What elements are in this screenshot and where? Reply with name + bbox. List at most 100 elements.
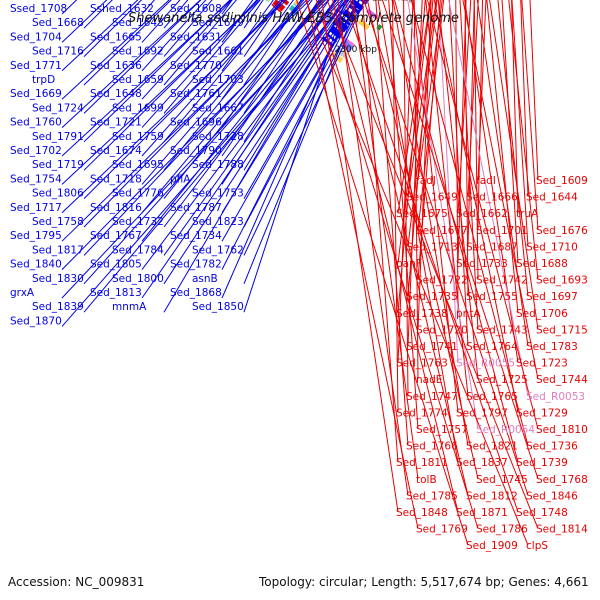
forward-connector	[163, 0, 284, 143]
forward-connector	[83, 0, 340, 285]
forward-connector	[61, 0, 330, 270]
reverse-gene-label: Sed_1720	[416, 324, 468, 336]
reverse-gene-label: Sed_1687	[466, 241, 518, 253]
forward-connector	[141, 0, 282, 157]
forward-gene-label: Sed_1703	[192, 74, 244, 86]
reverse-gene-label: Sed_1763	[396, 358, 448, 370]
forward-connector	[163, 0, 349, 313]
reverse-connector	[477, 0, 487, 181]
reverse-connector	[417, 0, 441, 280]
forward-gene-label: Sed_1696	[170, 117, 222, 129]
reverse-connector	[403, 0, 409, 396]
reverse-gene-label: Sed_1871	[456, 507, 508, 519]
forward-gene-label: Ssed_1708	[10, 3, 67, 15]
accession-text: Accession: NC_009831	[8, 575, 144, 589]
reverse-gene-label: Sed_1812	[466, 490, 518, 502]
reverse-gene-label: Sed_1710	[526, 241, 578, 253]
reverse-connector	[315, 0, 479, 529]
reverse-gene-label: Sed_1609	[536, 175, 588, 187]
forward-connector	[163, 0, 261, 114]
forward-gene-label: Sed_1784	[112, 244, 164, 256]
reverse-gene-label: Sed_1675	[396, 208, 448, 220]
forward-connector	[243, 0, 349, 171]
reverse-gene-label: Sed_1909	[466, 540, 518, 552]
forward-gene-label: Sed_1760	[10, 117, 62, 129]
forward-gene-label: Sed_1868	[170, 287, 222, 299]
reverse-connector	[306, 0, 419, 529]
forward-gene-label: Sed_1776	[112, 188, 164, 200]
forward-connector	[141, 0, 258, 128]
reverse-gene-label: nadE	[416, 374, 442, 386]
forward-gene-label: Sed_1800	[112, 273, 164, 285]
reverse-gene-label: fadI	[476, 175, 496, 187]
reverse-connector	[508, 0, 539, 280]
reverse-gene-label: Sed_1783	[526, 341, 578, 353]
reverse-connector	[363, 0, 529, 496]
reverse-connector	[407, 0, 479, 430]
forward-gene-label: Sed_1724	[32, 102, 84, 114]
reverse-gene-label: Sed_1688	[516, 258, 568, 270]
forward-gene-label: Sed_1762	[192, 244, 244, 256]
forward-connector	[83, 0, 202, 114]
forward-gene-label: Sed_1754	[10, 173, 62, 185]
reverse-connector	[392, 0, 399, 413]
reverse-connector	[417, 0, 445, 230]
forward-connector	[221, 0, 330, 157]
forward-gene-label: grxA	[10, 287, 35, 299]
feature-block	[357, 18, 371, 31]
reverse-gene-label: Sed_1797	[456, 407, 508, 419]
forward-gene-label: Sed_1718	[90, 173, 142, 185]
forward-gene-label: Sed_1667	[192, 102, 244, 114]
forward-connector	[141, 0, 350, 299]
reverse-gene-label: Sed_1736	[526, 441, 578, 453]
forward-connector	[163, 0, 305, 171]
reverse-connector	[366, 0, 479, 479]
reverse-gene-label: Sed_1766	[406, 441, 458, 453]
reverse-connector	[448, 0, 529, 396]
reverse-connector	[407, 0, 423, 347]
reverse-gene-label: Sed_1769	[416, 524, 468, 536]
reverse-connector	[417, 0, 443, 181]
forward-gene-label: Sed_1717	[10, 202, 62, 214]
forward-gene-label: Sed_1692	[112, 46, 164, 58]
forward-connector	[61, 0, 288, 214]
reverse-connector	[511, 0, 529, 247]
forward-gene-label: Sshed_1632	[90, 3, 154, 15]
reverse-gene-label: Sed_1715	[536, 324, 588, 336]
forward-gene-label: trpD	[32, 74, 55, 86]
reverse-gene-label: Sed_R0054	[476, 424, 535, 436]
reverse-connector	[459, 0, 479, 330]
forward-gene-label: Sed_1732	[112, 216, 164, 228]
reverse-gene-label: Sed_1774	[396, 407, 448, 419]
forward-gene-label: Sed_1771	[10, 60, 62, 72]
forward-connector	[163, 0, 338, 228]
forward-gene-label: Sed_1661	[192, 46, 244, 58]
forward-connector	[141, 0, 303, 185]
forward-connector	[163, 0, 348, 256]
reverse-gene-label: Sed_1644	[526, 192, 578, 204]
reverse-gene-label: Sed_1757	[416, 424, 468, 436]
reverse-connector	[457, 0, 467, 264]
forward-connector	[221, 0, 360, 242]
reverse-connector	[455, 0, 459, 313]
forward-gene-label: Sed_1787	[170, 202, 222, 214]
reverse-connector	[521, 0, 539, 230]
forward-gene-label: Sed_1648	[90, 88, 142, 100]
forward-gene-label: Sed_1699	[112, 102, 164, 114]
reverse-gene-label: Sed_1742	[476, 275, 528, 287]
reverse-gene-label: Sed_1729	[516, 407, 568, 419]
reverse-connector	[489, 0, 539, 330]
reverse-connector	[520, 0, 529, 197]
forward-connector	[61, 0, 170, 100]
reverse-connector	[344, 0, 519, 513]
reverse-gene-label: clpS	[526, 540, 548, 552]
reverse-gene-label: Sed_1846	[526, 490, 578, 502]
forward-connector	[83, 0, 259, 171]
reverse-gene-label: truA	[516, 208, 539, 220]
forward-gene-label: Sed_1608	[170, 3, 222, 15]
forward-gene-label: Sed_1813	[90, 287, 142, 299]
forward-connector	[141, 0, 337, 242]
reverse-gene-label: Sed_1738	[396, 308, 448, 320]
reverse-connector	[397, 0, 426, 313]
reverse-gene-label: Sed_1693	[536, 275, 588, 287]
